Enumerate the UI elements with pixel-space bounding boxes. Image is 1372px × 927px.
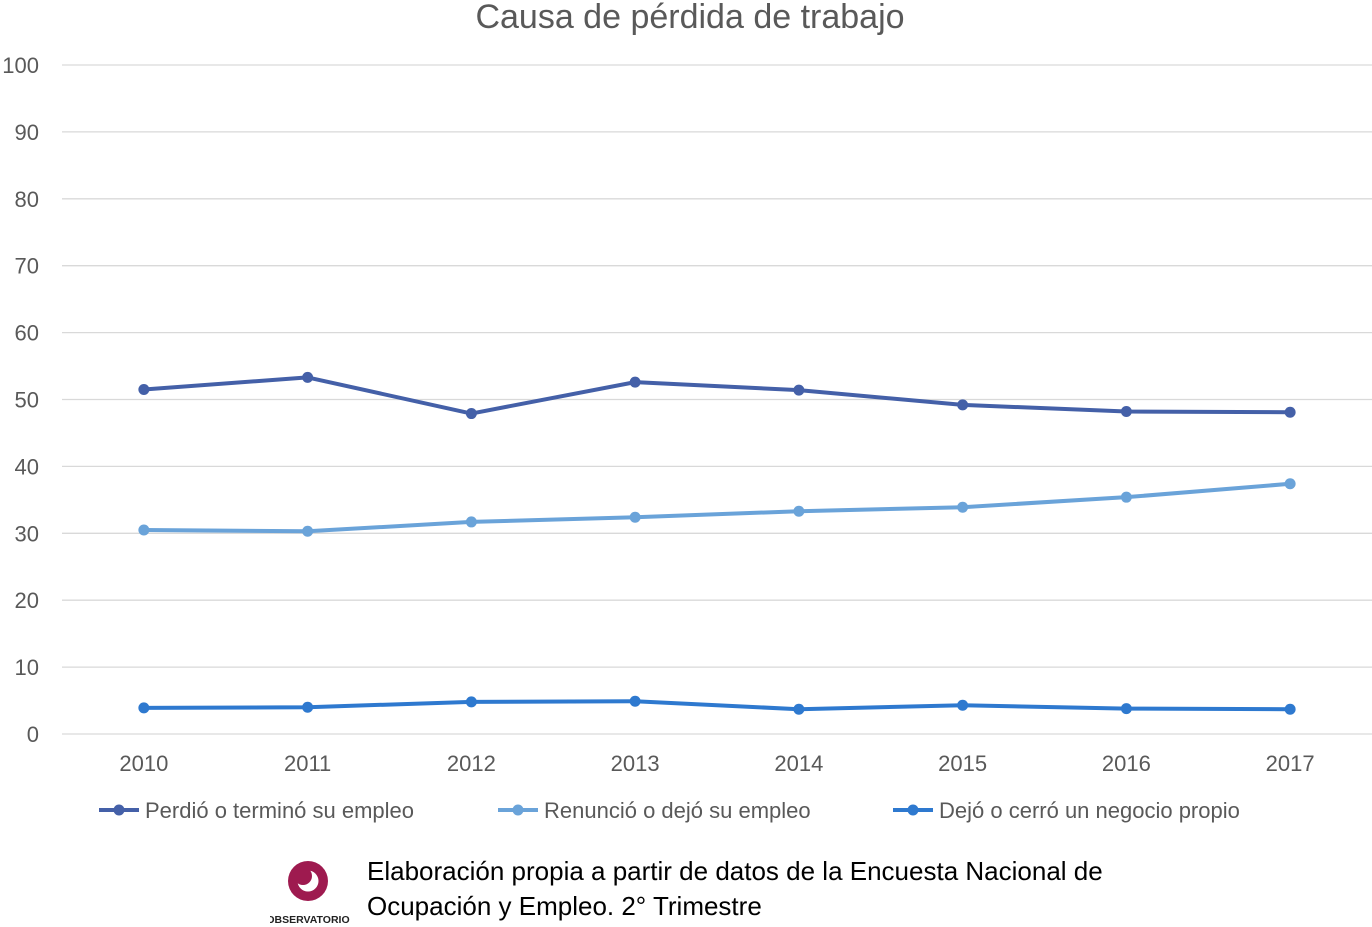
legend-label: Renunció o dejó su empleo [544,798,811,823]
y-tick-label: 0 [27,722,39,747]
data-point [1284,406,1296,418]
data-point [1120,491,1132,503]
data-point [629,376,641,388]
data-point [957,501,969,513]
legend-marker [907,804,919,816]
data-point [793,703,805,715]
source-line-2: Ocupación y Empleo. 2° Trimestre [367,891,762,921]
data-point [465,408,477,420]
legend-marker [512,804,524,816]
x-axis-ticks: 2010 2011 2012 2013 2014 2015 2016 2017 [119,751,1314,776]
data-point [1120,703,1132,715]
data-point [957,399,969,411]
source-note: Elaboración propia a partir de datos de … [367,854,1267,924]
x-tick-label: 2010 [119,751,168,776]
legend: Perdió o terminó su empleo Renunció o dej… [99,798,1240,823]
legend-label: Dejó o cerró un negocio propio [939,798,1240,823]
data-point [793,384,805,396]
y-tick-label: 30 [15,521,39,546]
x-tick-label: 2016 [1102,751,1151,776]
data-point [138,383,150,395]
data-point [465,516,477,528]
data-point [629,511,641,523]
gridlines [62,64,1372,735]
data-point [465,696,477,708]
series-group [138,695,1296,715]
observatorio-logo: OBSERVATORIO [270,861,350,926]
data-point [957,699,969,711]
x-tick-label: 2013 [611,751,660,776]
data-point [138,524,150,536]
source-line-1: Elaboración propia a partir de datos de … [367,856,1103,886]
chart-title: Causa de pérdida de trabajo [475,0,904,36]
data-point [138,702,150,714]
legend-item: Renunció o dejó su empleo [498,798,811,823]
legend-item: Perdió o terminó su empleo [99,798,414,823]
y-tick-label: 50 [15,388,39,413]
y-tick-label: 70 [15,254,39,279]
series-line [141,699,1293,712]
x-tick-label: 2011 [284,751,331,776]
data-point [1284,703,1296,715]
data-point [302,525,314,537]
data-point [302,371,314,383]
logo-text: OBSERVATORIO [270,914,350,926]
y-tick-label: 60 [15,321,39,346]
y-tick-label: 40 [15,454,39,479]
y-tick-label: 80 [15,187,39,212]
series-group [138,478,1296,537]
data-point [302,701,314,713]
legend-label: Perdió o terminó su empleo [145,798,414,823]
legend-marker [113,804,125,816]
series-lines [138,371,1296,715]
x-tick-label: 2014 [774,751,823,776]
data-point [1284,478,1296,490]
y-tick-label: 90 [15,120,39,145]
series-group [138,371,1296,420]
data-point [629,695,641,707]
y-tick-label: 20 [15,588,39,613]
y-tick-label: 10 [15,655,39,680]
series-line [141,481,1293,534]
y-axis-ticks: 0 10 20 30 40 50 60 70 80 90 100 [2,53,39,747]
data-point [793,505,805,517]
y-tick-label: 100 [2,53,39,78]
legend-item: Dejó o cerró un negocio propio [893,798,1240,823]
x-tick-label: 2012 [447,751,496,776]
x-tick-label: 2015 [938,751,987,776]
x-tick-label: 2017 [1266,751,1315,776]
series-line [141,375,1293,416]
data-point [1120,406,1132,418]
